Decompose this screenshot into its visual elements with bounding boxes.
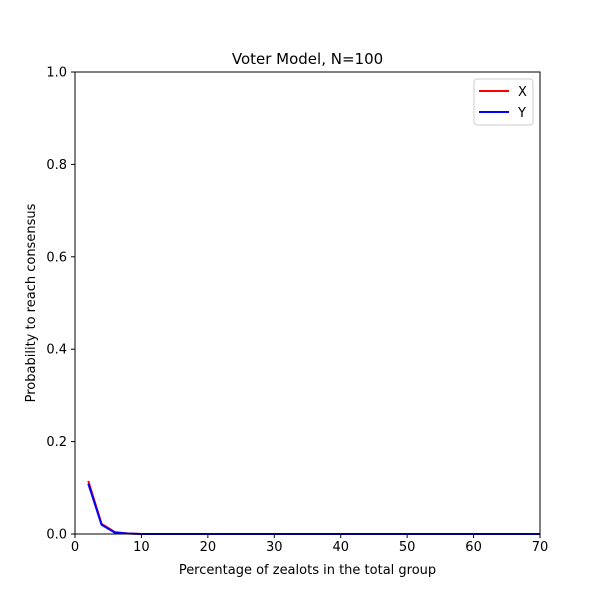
x-tick-label: 60 — [465, 540, 482, 555]
y-axis-label: Probability to reach consensus — [24, 203, 39, 402]
y-tick-label: 0.4 — [46, 343, 67, 358]
x-axis-ticks: 0 10 20 30 40 50 60 70 — [71, 534, 548, 555]
plot-frame — [74, 71, 541, 535]
y-tick-label: 0.0 — [46, 528, 67, 543]
x-axis-label: Percentage of zealots in the total group — [179, 563, 436, 578]
y-axis-ticks: 0.0 0.2 0.4 0.6 0.8 1.0 — [46, 66, 75, 543]
chart-title: Voter Model, N=100 — [232, 50, 383, 68]
x-tick-label: 10 — [133, 540, 150, 555]
x-tick-label: 20 — [200, 540, 217, 555]
legend-label-x: X — [518, 85, 527, 100]
y-tick-label: 0.6 — [46, 250, 67, 265]
x-tick-label: 30 — [266, 540, 283, 555]
y-tick-label: 0.8 — [46, 158, 67, 173]
plot-area — [74, 71, 541, 535]
y-tick-label: 0.2 — [46, 435, 67, 450]
x-tick-label: 40 — [332, 540, 349, 555]
legend: XY — [473, 78, 534, 126]
x-tick-label: 70 — [532, 540, 549, 555]
y-tick-label: 1.0 — [46, 66, 67, 81]
x-tick-label: 50 — [399, 540, 416, 555]
x-tick-label: 0 — [71, 540, 79, 555]
legend-label-y: Y — [517, 106, 526, 121]
